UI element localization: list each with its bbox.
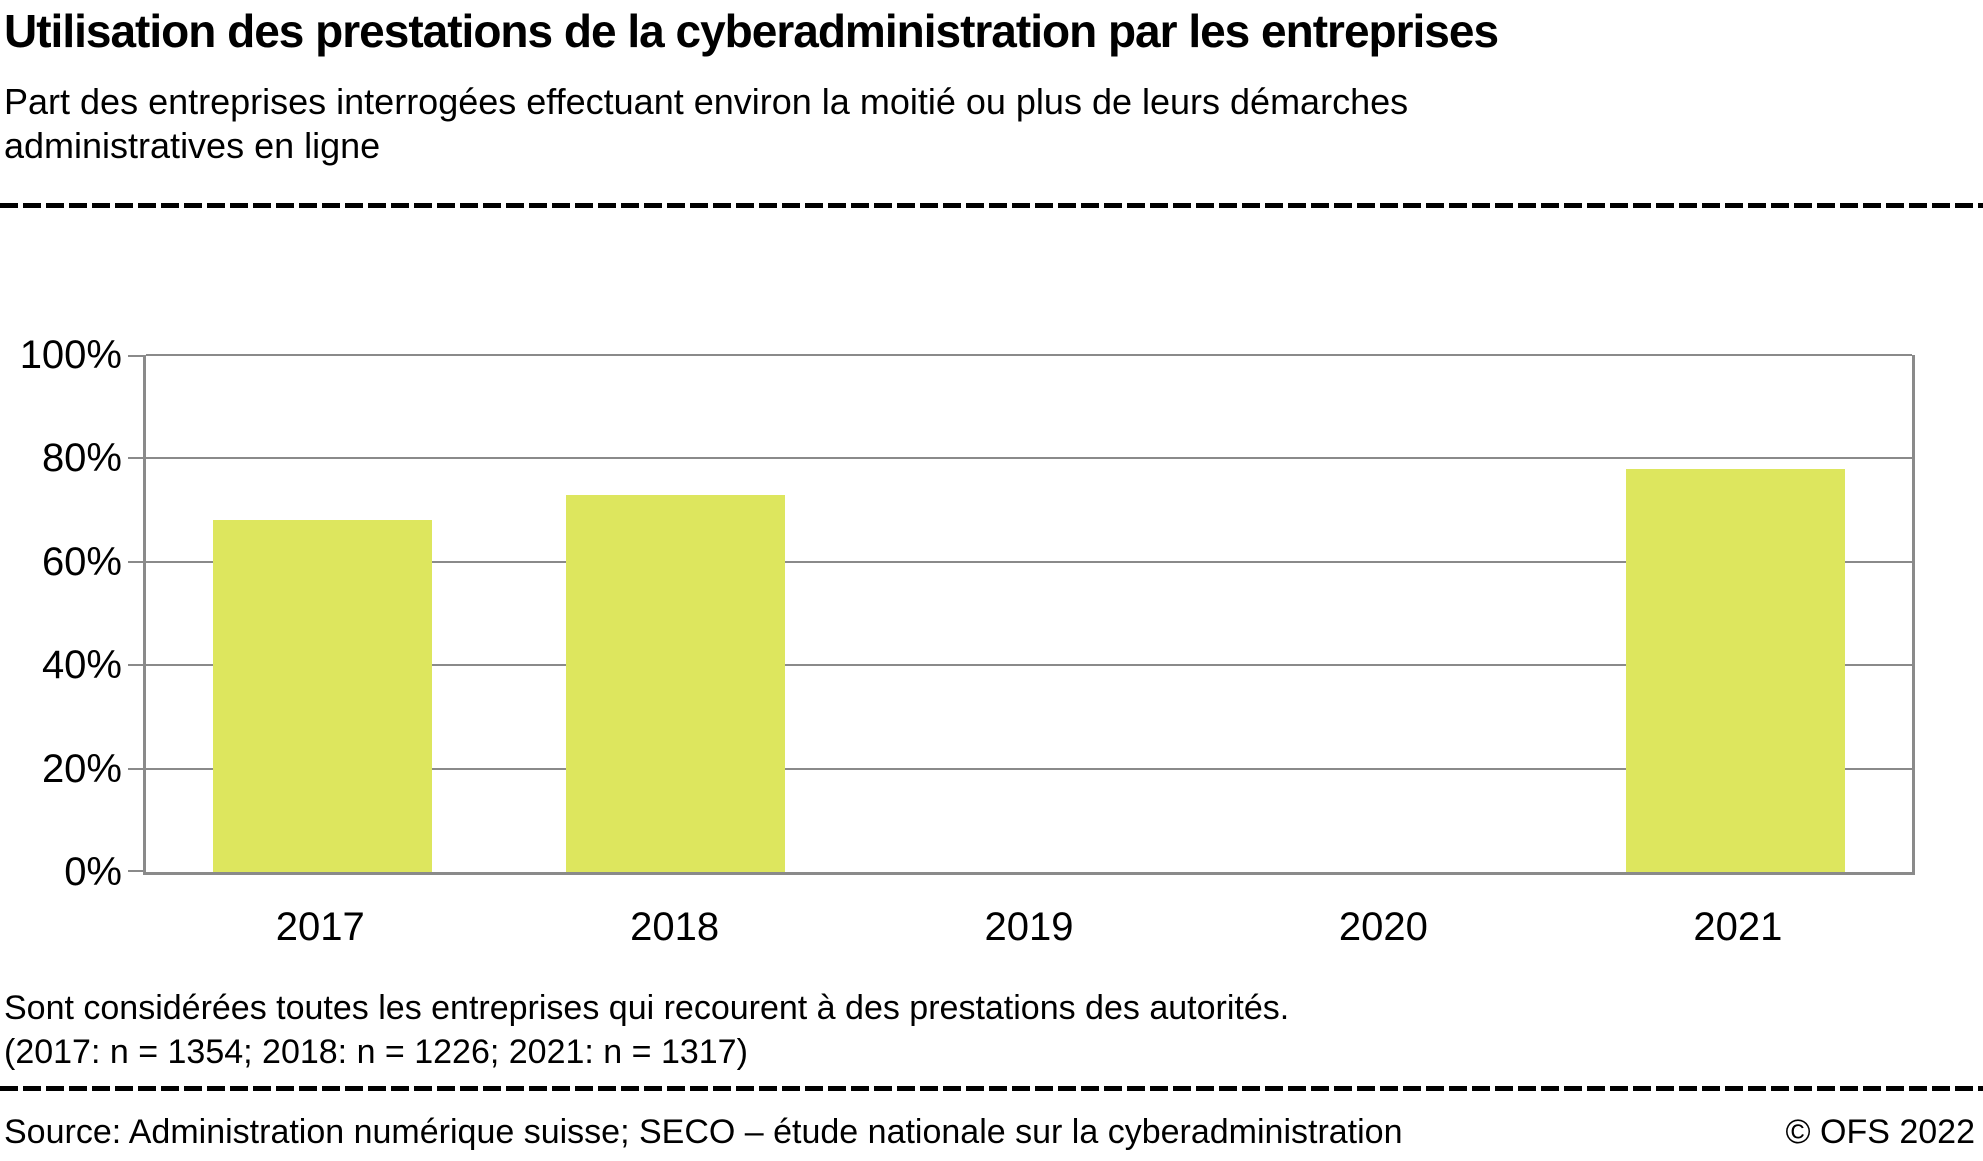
x-axis-label-2021: 2021 [1693,905,1783,949]
slot-2021 [1559,355,1912,872]
x-axis-label-2017: 2017 [275,905,365,949]
y-axis-label-40: 40% [41,643,122,687]
y-axis-tick-0 [128,870,143,872]
y-axis-label-60: 60% [41,540,122,584]
slot-2020 [1206,355,1559,872]
y-axis-tick-100 [128,355,143,357]
gridline-60 [146,561,1912,563]
slot-2017 [146,355,499,872]
x-axis-label-2020: 2020 [1338,905,1428,949]
y-axis-tick-40 [128,664,143,666]
bar-slots [146,355,1912,872]
y-axis-tick-80 [128,457,143,459]
top-divider [0,203,1983,208]
copyright-text: © OFS 2022 [1785,1113,1975,1151]
slot-2018 [499,355,852,872]
x-axis-labels: 2017 2018 2019 2020 2021 [143,905,1915,949]
slot-2019 [852,355,1205,872]
source-text: Source: Administration numérique suisse;… [4,1113,1403,1151]
bar-2021 [1625,469,1845,872]
gridline-100 [146,354,1912,356]
chart-subtitle: Part des entreprises interrogées effectu… [4,81,1409,166]
bar-chart: 0% 20% 40% 60% 80% 100% [0,335,1983,892]
bar-2018 [566,495,786,872]
x-axis-label-2019: 2019 [984,905,1074,949]
y-axis-label-20: 20% [41,747,122,791]
bottom-divider [0,1086,1983,1091]
y-axis-tick-20 [128,768,143,770]
y-axis-label-0: 0% [64,850,122,894]
footnote-line-2: (2017: n = 1354; 2018: n = 1226; 2021: n… [4,1033,748,1071]
gridline-80 [146,457,1912,459]
footnote-line-1: Sont considérées toutes les entreprises … [4,989,1290,1027]
bar-2017 [213,520,433,872]
gridline-40 [146,664,1912,666]
y-axis-label-100: 100% [19,333,122,377]
x-axis-label-2018: 2018 [630,905,720,949]
y-axis-label-80: 80% [41,436,122,480]
y-axis-tick-60 [128,561,143,563]
plot-area [128,354,1915,875]
footer: Source: Administration numérique suisse;… [4,1112,1975,1152]
page-title: Utilisation des prestations de la cybera… [4,5,1499,57]
gridline-20 [146,768,1912,770]
